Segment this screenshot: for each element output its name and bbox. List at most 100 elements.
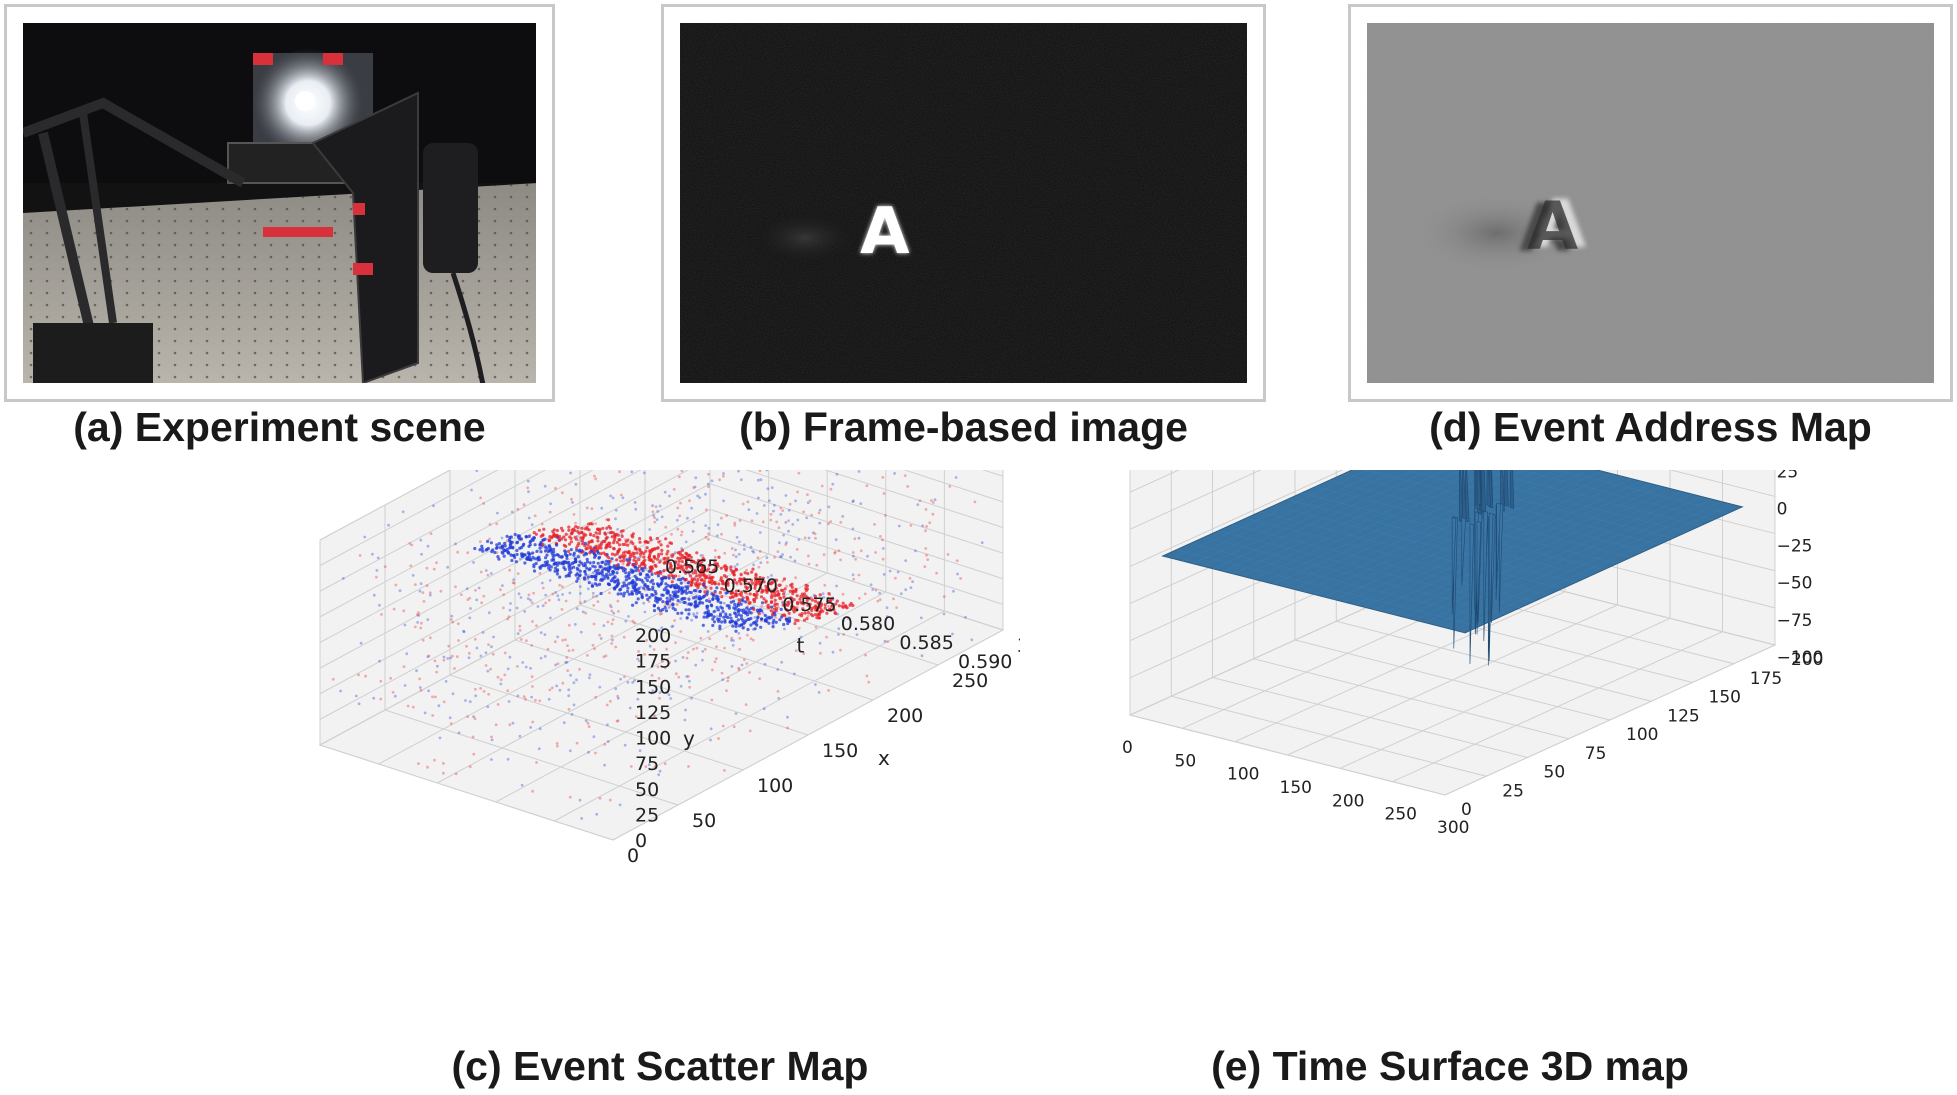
scatter-point [638,659,641,663]
scatter-point-band [576,555,580,559]
scatter-point [426,618,430,621]
scatter-point [616,694,620,698]
scatter-point-band [840,604,845,608]
surface-tick-x: 100 [1227,765,1259,785]
scatter-point [918,499,922,503]
scatter-point-band [749,623,753,627]
scatter-point-band [526,551,530,555]
scatter-point [814,683,817,686]
scatter-point-band [607,562,611,566]
scatter-point-band [804,586,808,591]
scatter-point [484,664,488,667]
scatter-point-band [480,544,484,548]
scatter-point-band [595,583,599,587]
scatter-point-band [625,563,630,567]
scatter-point-band [478,548,482,552]
scatter-point-band [746,572,750,576]
scatter-point-band [611,577,615,581]
scatter-point-band [622,581,626,585]
scatter-point [686,516,689,520]
scatter-point-band [570,531,574,535]
scatter-point-band [647,587,652,591]
scatter-point-band [758,586,763,590]
scatter-point [799,635,803,639]
scatter-point [462,629,465,633]
scatter-point-band [565,556,569,560]
scatter-point [679,501,682,505]
scatter-point [780,555,783,559]
scatter-point [442,700,446,704]
scatter-point-band [614,532,619,536]
scatter-point [775,520,779,524]
scatter-point [358,554,362,557]
scatter-point [737,552,741,556]
scatter-point-band [532,531,536,535]
scatter-point [592,622,596,626]
scatter-point [784,521,788,524]
scatter-point [919,616,923,620]
scatter-point-band [505,547,509,551]
scatter-point [487,692,490,696]
scatter-point [781,579,785,583]
scatter-point [793,559,797,563]
scatter-point-band [664,576,668,580]
scatter-point-band [642,586,646,590]
scatter-point-band [656,598,660,602]
scatter-point-band [815,616,819,620]
scatter-point-band [580,530,584,534]
scatter-point [815,563,819,567]
scatter-point [730,665,734,668]
scatter-point [617,610,620,613]
scatter-point-band [755,593,759,597]
scatter-point-band [736,610,741,614]
scatter-tick-y: 200 [635,625,671,647]
scatter-point [628,706,632,710]
scatter-point-band [515,541,519,545]
scatter-point [757,496,760,500]
scatter-point-band [618,547,622,551]
scatter-point-band [631,581,635,585]
scatter-point-band [730,595,734,599]
scatter-point [380,613,383,616]
scatter-point-band [702,572,706,577]
scatter-point [673,619,676,622]
scatter-point [701,554,705,557]
scatter-point-band [823,603,827,607]
scatter-point-band [765,590,769,594]
scatter-point-band [580,526,584,530]
scatter-point-band [750,570,754,574]
scatter-point [826,604,830,608]
scatter-point [469,607,472,610]
scatter-point [679,617,683,620]
scatter-point-band [626,586,630,590]
scatter-point [834,538,838,542]
scatter-point-band [802,602,806,606]
scatter-point-band [770,605,774,609]
scatter-point [888,569,892,573]
scatter-point-band [527,534,531,538]
scatter-point [730,638,733,642]
scatter-point [675,518,679,522]
scatter-point-band [562,543,566,547]
scatter-point [492,635,495,639]
scatter-point [734,555,738,559]
scatter-point-band [810,598,814,602]
scatter-point [586,587,590,591]
scatter-point-band [660,552,664,556]
surface-tick-x: 50 [1175,751,1197,771]
scatter-point [692,520,696,524]
scatter-point-band [684,591,689,595]
scatter-point [556,594,560,598]
surface-tick-y: 150 [1709,688,1741,708]
scatter-point-band [568,552,572,556]
scatter-point [657,677,661,680]
scatter-point-band [646,584,650,589]
scatter-point [606,620,610,624]
scatter-point-band [617,538,621,542]
scatter-point-band [805,598,809,602]
scatter-point [942,612,946,616]
scatter-point [766,561,769,564]
scatter-point [457,639,460,642]
scatter-point-band [691,596,696,600]
scatter-point [653,516,656,520]
